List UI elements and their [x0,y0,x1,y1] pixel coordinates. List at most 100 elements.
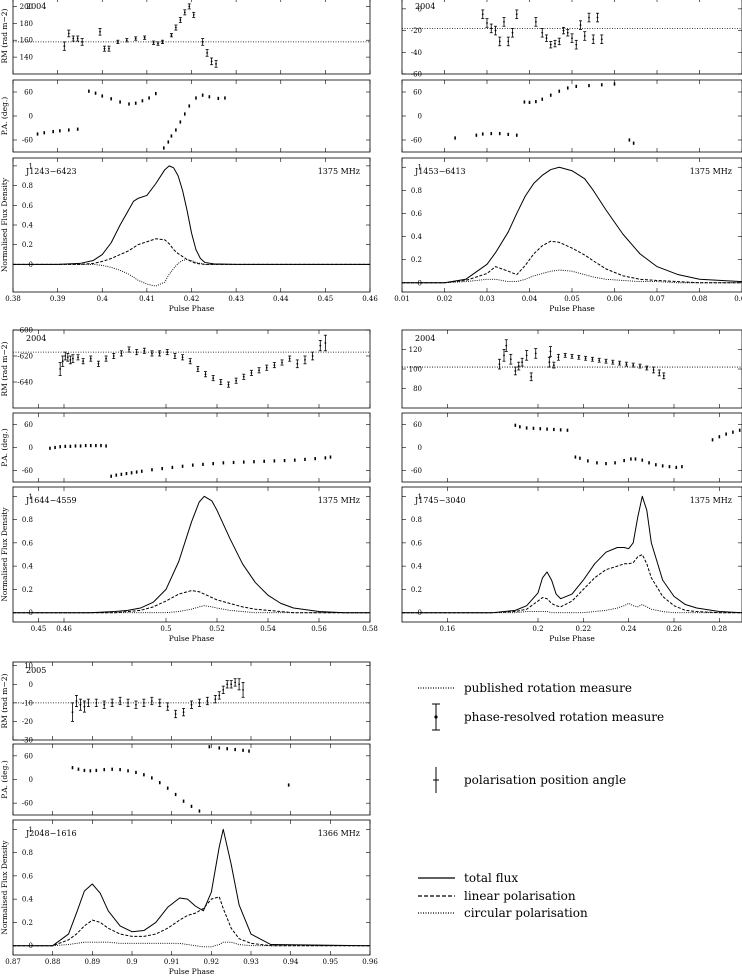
rm-point [205,696,209,706]
pa-point [711,438,714,442]
y-axis-label: RM (rad m−2) [0,8,9,63]
pa-point [546,427,548,431]
pa-point [661,464,664,468]
rm-point [192,11,196,18]
pa-point [64,444,67,448]
rm-point [96,360,100,367]
pa-point [218,746,221,750]
rm-marker [204,373,207,376]
pa-point [222,461,225,465]
rm-point [652,366,656,374]
rm-point [563,352,567,358]
pulsar-name: J1453−6413 [414,167,466,176]
x-tick-label: 0.43 [228,295,244,303]
y-tick-label: -640 [17,379,33,387]
rm-point [201,38,205,46]
pa-point [253,460,255,464]
pa-point [515,133,518,137]
x-tick-label: 0.54 [260,625,276,633]
rm-marker [596,16,599,19]
pa-point [69,444,72,448]
y-tick-label: 1 [418,164,422,172]
rm-marker [562,29,565,32]
rm-point [188,358,192,365]
linear-polarisation-line [402,240,742,284]
y-tick-label: 0.6 [22,202,34,210]
rm-point [102,45,106,52]
pa-point [523,100,526,104]
rm-marker [157,42,159,45]
rm-point [58,362,62,376]
rm-marker [89,357,92,360]
rm-point [156,41,160,46]
rm-marker [579,24,582,27]
x-tick-label: 0.46 [362,295,378,303]
rm-marker [521,361,524,364]
circular-polarisation-line [402,602,742,614]
x-tick-label: 0.89 [85,958,101,966]
pa-point [532,426,535,430]
rm-marker [158,352,161,355]
rm-marker [150,700,153,702]
observation-year: 2004 [26,2,46,11]
rm-point [205,49,209,57]
rm-marker [549,350,552,353]
pa-point [135,470,138,474]
pa-point [514,423,517,427]
pa-point [454,136,456,140]
rm-marker [265,366,268,369]
rm-marker [230,683,233,686]
pa-panel: -60 0 60 P.A. (deg.) [0,79,371,153]
rm-point [211,375,215,382]
y-tick-label: 200 [20,3,33,11]
pa-point [613,82,616,86]
rm-marker [281,361,283,364]
rm-marker [77,356,79,359]
pa-point [558,89,561,93]
rm-marker [63,45,66,48]
rm-marker [571,37,573,40]
pa-point [681,465,683,469]
rm-marker [304,359,306,361]
x-tick-label: 0.94 [283,958,299,966]
y-axis-label: P.A. (deg.) [0,97,9,135]
pa-point [119,100,121,104]
pa-point [71,766,74,770]
pulsar-name: J1745−3040 [414,496,466,505]
observing-frequency: 1375 MHz [690,496,732,505]
y-tick-label: -40 [411,49,422,57]
pa-point [725,432,727,436]
rm-point [489,23,493,34]
rm-point [76,35,80,42]
rm-marker [545,37,548,40]
pa-point [242,748,244,752]
rm-point [556,353,560,361]
observation-year: 2004 [415,2,435,11]
rm-marker [192,13,195,16]
x-tick-label: 0.58 [362,625,378,633]
x-tick-label: 0.56 [311,625,327,633]
rm-marker [227,383,230,386]
rm-marker [189,360,192,363]
rm-point [158,350,162,357]
y-axis-label: P.A. (deg.) [0,428,9,466]
y-tick-label: 180 [20,20,33,28]
y-tick-label: -60 [411,71,422,79]
pa-point [43,131,46,135]
rm-marker [575,43,578,46]
legend-label: total flux [464,871,518,885]
rm-point [513,366,517,376]
rm-point [548,346,552,357]
pa-point [103,768,106,772]
rm-point [645,365,649,371]
y-tick-label: 1 [418,493,422,501]
x-axis-label: Pulse Phase [549,634,595,643]
pa-point [634,457,637,461]
rm-marker [618,362,621,365]
pa-point [718,435,721,439]
rm-point [142,698,146,707]
y-tick-label: -60 [22,800,33,808]
